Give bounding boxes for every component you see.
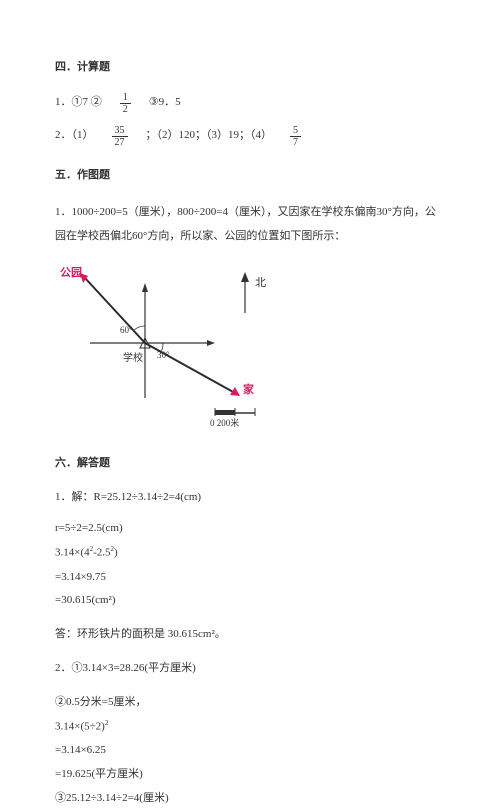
s6-q1-ans: 答：环形铁片的面积是 30.615cm²。 — [55, 625, 445, 645]
s6-q2-l1: 2．①3.14×3=28.26(平方厘米) — [55, 659, 445, 679]
north-label: 北 — [255, 276, 266, 289]
s6-q1-l4: =3.14×9.75 — [55, 568, 445, 588]
s6-q1-l1: 1．解：R=25.12÷3.14÷2=4(cm) — [55, 488, 445, 508]
angle60: 60° — [120, 325, 133, 335]
s4-q2-prefix: 2．（1） — [55, 126, 94, 146]
frac-num: 35 — [112, 125, 128, 137]
s6-q1-l3: 3.14×(42-2.52) — [55, 543, 445, 563]
text: 3.14×(5÷2) — [55, 720, 105, 732]
s4-q1-mid: ③9．5 — [149, 93, 181, 113]
s6-q2-l3: 3.14×(5÷2)2 — [55, 717, 445, 737]
s4-q2-mid: ；（2）120；（3）19；（4） — [146, 126, 273, 146]
s4-q1-prefix: 1．①7 ② — [55, 93, 102, 113]
text: -2.5 — [93, 547, 110, 559]
s6-q1-l2: r=5÷2=2.5(cm) — [55, 519, 445, 539]
s6-q2-l2: ②0.5分米=5厘米， — [55, 693, 445, 713]
frac-den: 27 — [112, 137, 128, 148]
fraction: 5 7 — [290, 125, 301, 148]
sup: 2 — [105, 719, 109, 727]
section5-title: 五．作图题 — [55, 166, 445, 186]
s6-q2-l4: =3.14×6.25 — [55, 741, 445, 761]
frac-num: 5 — [290, 125, 301, 137]
s6-q2-l6: ③25.12÷3.14÷2=4(厘米) — [55, 789, 445, 808]
scale-label: 0 200米 — [210, 417, 239, 428]
frac-den: 2 — [120, 104, 131, 115]
text: 3.14×(4 — [55, 547, 90, 559]
text: ) — [114, 547, 118, 559]
s4-q1: 1．①7 ② 1 2 ③9．5 — [55, 92, 445, 115]
angle30: 30° — [157, 350, 170, 360]
fraction: 35 27 — [112, 125, 128, 148]
section4-title: 四．计算题 — [55, 58, 445, 78]
park-label: 公园 — [60, 266, 82, 279]
fraction: 1 2 — [120, 92, 131, 115]
s4-q2: 2．（1） 35 27 ；（2）120；（3）19；（4） 5 7 — [55, 125, 445, 148]
section5-text: 1．1000÷200=5（厘米），800÷200=4（厘米），又因家在学校东偏南… — [55, 200, 445, 248]
school-label: 学校 — [123, 351, 143, 364]
frac-den: 7 — [290, 137, 301, 148]
section6-title: 六．解答题 — [55, 454, 445, 474]
s6-q2-l5: =19.625(平方厘米) — [55, 765, 445, 785]
s6-q1-l5: =30.615(cm²) — [55, 591, 445, 611]
home-label: 家 — [243, 382, 255, 396]
direction-diagram: 北 学校 公园 60° 家 30° 0 200米 — [55, 258, 445, 436]
frac-num: 1 — [120, 92, 131, 104]
